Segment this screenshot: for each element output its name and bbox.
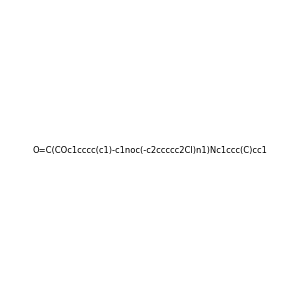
Text: O=C(COc1cccc(c1)-c1noc(-c2ccccc2Cl)n1)Nc1ccc(C)cc1: O=C(COc1cccc(c1)-c1noc(-c2ccccc2Cl)n1)Nc… xyxy=(33,146,267,154)
